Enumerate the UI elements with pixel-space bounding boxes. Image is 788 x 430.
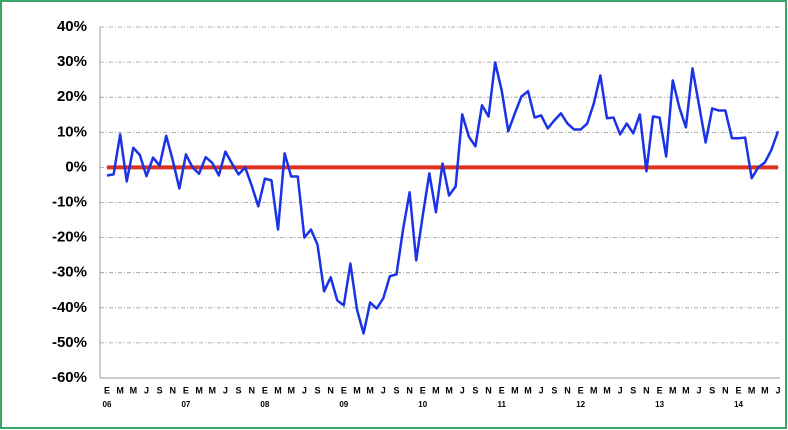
x-tick-label: N bbox=[406, 385, 413, 395]
y-tick-label: 0% bbox=[65, 158, 87, 175]
x-tick-label: J bbox=[460, 385, 465, 395]
x-tick-label: M bbox=[748, 385, 756, 395]
x-tick-label: M bbox=[761, 385, 769, 395]
x-tick-label: N bbox=[564, 385, 571, 395]
x-tick-label: E bbox=[262, 385, 268, 395]
x-tick-label: N bbox=[643, 385, 650, 395]
y-tick-label: -20% bbox=[52, 229, 87, 246]
y-tick-label: -50% bbox=[52, 334, 87, 351]
year-label: 09 bbox=[339, 400, 348, 409]
x-tick-label: M bbox=[432, 385, 440, 395]
x-tick-label: M bbox=[682, 385, 690, 395]
x-tick-label: E bbox=[736, 385, 742, 395]
x-tick-label: N bbox=[327, 385, 334, 395]
y-tick-label: 40% bbox=[57, 18, 87, 35]
x-tick-label: M bbox=[353, 385, 361, 395]
x-tick-label: E bbox=[499, 385, 505, 395]
x-tick-label: S bbox=[630, 385, 636, 395]
y-tick-label: -10% bbox=[52, 193, 87, 210]
x-tick-label: E bbox=[578, 385, 584, 395]
x-tick-label: M bbox=[590, 385, 598, 395]
year-label: 07 bbox=[181, 400, 190, 409]
year-label: 13 bbox=[655, 400, 664, 409]
x-tick-label: M bbox=[366, 385, 374, 395]
x-tick-label: S bbox=[551, 385, 557, 395]
x-tick-label: S bbox=[393, 385, 399, 395]
x-tick-label: J bbox=[144, 385, 149, 395]
x-tick-label: S bbox=[236, 385, 242, 395]
x-tick-label: E bbox=[657, 385, 663, 395]
y-tick-label: 10% bbox=[57, 123, 87, 140]
x-tick-label: J bbox=[539, 385, 544, 395]
data-line bbox=[106, 61, 780, 335]
x-tick-label: N bbox=[485, 385, 492, 395]
x-tick-label: J bbox=[618, 385, 623, 395]
x-tick-label: E bbox=[341, 385, 347, 395]
x-tick-label: J bbox=[697, 385, 702, 395]
year-label: 12 bbox=[576, 400, 585, 409]
x-tick-label: N bbox=[722, 385, 729, 395]
x-tick-label: M bbox=[274, 385, 282, 395]
year-label: 11 bbox=[497, 400, 506, 409]
x-tick-label: N bbox=[170, 385, 177, 395]
x-tick-label: E bbox=[183, 385, 189, 395]
x-tick-label: M bbox=[116, 385, 124, 395]
x-tick-label: S bbox=[315, 385, 321, 395]
year-label: 08 bbox=[260, 400, 269, 409]
y-tick-label: -60% bbox=[52, 369, 87, 386]
x-tick-label: M bbox=[524, 385, 532, 395]
x-tick-label: E bbox=[420, 385, 426, 395]
x-tick-label: M bbox=[287, 385, 295, 395]
y-tick-label: 30% bbox=[57, 53, 87, 70]
year-label: 06 bbox=[103, 400, 112, 409]
x-tick-label: S bbox=[157, 385, 163, 395]
x-tick-label: J bbox=[381, 385, 386, 395]
x-tick-label: S bbox=[709, 385, 715, 395]
x-tick-label: M bbox=[511, 385, 519, 395]
x-tick-label: J bbox=[223, 385, 228, 395]
x-tick-label: M bbox=[209, 385, 217, 395]
x-tick-label: E bbox=[104, 385, 110, 395]
y-tick-label: -30% bbox=[52, 264, 87, 281]
x-tick-label: N bbox=[248, 385, 255, 395]
y-tick-label: 20% bbox=[57, 88, 87, 105]
x-tick-label: J bbox=[775, 385, 780, 395]
x-tick-label: M bbox=[130, 385, 138, 395]
y-tick-label: -40% bbox=[52, 299, 87, 316]
x-tick-label: M bbox=[669, 385, 677, 395]
year-label: 14 bbox=[734, 400, 743, 409]
x-tick-label: M bbox=[195, 385, 203, 395]
x-tick-label: S bbox=[472, 385, 478, 395]
year-label: 10 bbox=[418, 400, 427, 409]
x-tick-label: J bbox=[302, 385, 307, 395]
x-tick-label: M bbox=[445, 385, 453, 395]
x-tick-label: M bbox=[603, 385, 611, 395]
